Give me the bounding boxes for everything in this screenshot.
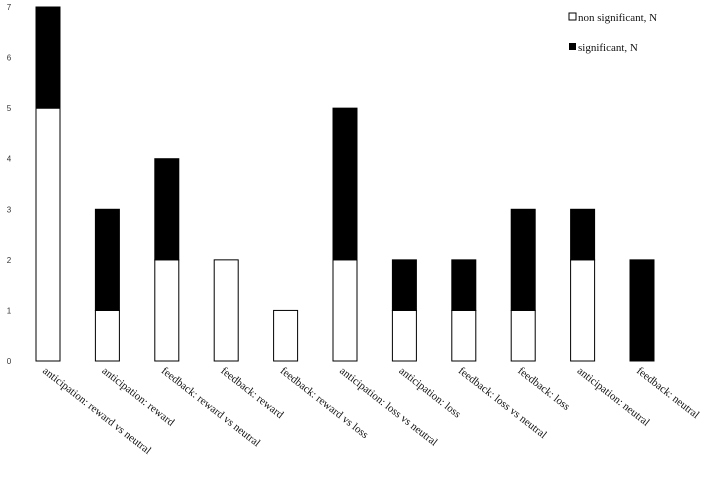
bar-segment-significant bbox=[154, 158, 180, 261]
legend-label-non-significant: non significant, N bbox=[578, 12, 657, 24]
x-category-label: feedback: loss bbox=[515, 365, 572, 413]
bar-segment-non-significant bbox=[35, 107, 61, 362]
y-tick-label: 6 bbox=[7, 54, 12, 63]
bar-segment-significant bbox=[451, 259, 477, 311]
bar-segment-non-significant bbox=[510, 309, 536, 362]
bar-segment-non-significant bbox=[451, 309, 477, 362]
y-axis: 0 1 2 3 4 5 6 7 bbox=[7, 3, 12, 366]
category-labels: anticipation: reward vs neutral anticipat… bbox=[40, 365, 701, 457]
legend-swatch-significant bbox=[569, 43, 576, 50]
bar-segment-non-significant bbox=[391, 309, 417, 362]
bar-segment-non-significant bbox=[213, 259, 239, 362]
legend-label-significant: significant, N bbox=[578, 42, 638, 54]
y-tick-label: 1 bbox=[7, 306, 12, 315]
bar-segment-significant bbox=[332, 107, 358, 261]
bar-segment-significant bbox=[570, 208, 596, 261]
bar-segment-non-significant bbox=[332, 259, 358, 362]
y-tick-label: 3 bbox=[7, 205, 12, 214]
bar-segment-significant bbox=[629, 259, 655, 362]
bar-segment-non-significant bbox=[154, 259, 180, 362]
bar-segment-significant bbox=[510, 208, 536, 311]
x-category-label: anticipation: loss vs neutral bbox=[337, 365, 439, 449]
bar-segment-significant bbox=[35, 6, 61, 109]
bar-segment-non-significant bbox=[94, 309, 120, 362]
y-tick-label: 7 bbox=[7, 3, 12, 12]
bar-segment-significant bbox=[391, 259, 417, 311]
y-tick-label: 0 bbox=[7, 357, 12, 366]
bars-group bbox=[35, 6, 655, 362]
y-tick-label: 2 bbox=[7, 256, 12, 265]
bar-segment-non-significant bbox=[273, 309, 299, 362]
y-tick-label: 4 bbox=[7, 155, 12, 164]
bar-segment-non-significant bbox=[570, 259, 596, 362]
x-category-label: feedback: reward vs neutral bbox=[159, 365, 262, 449]
bar-segment-significant bbox=[94, 208, 120, 311]
legend-swatch-non-significant bbox=[568, 12, 577, 21]
legend: non significant, N significant, N bbox=[568, 12, 657, 54]
x-category-label: anticipation: reward vs neutral bbox=[40, 365, 153, 457]
y-tick-label: 5 bbox=[7, 104, 12, 113]
